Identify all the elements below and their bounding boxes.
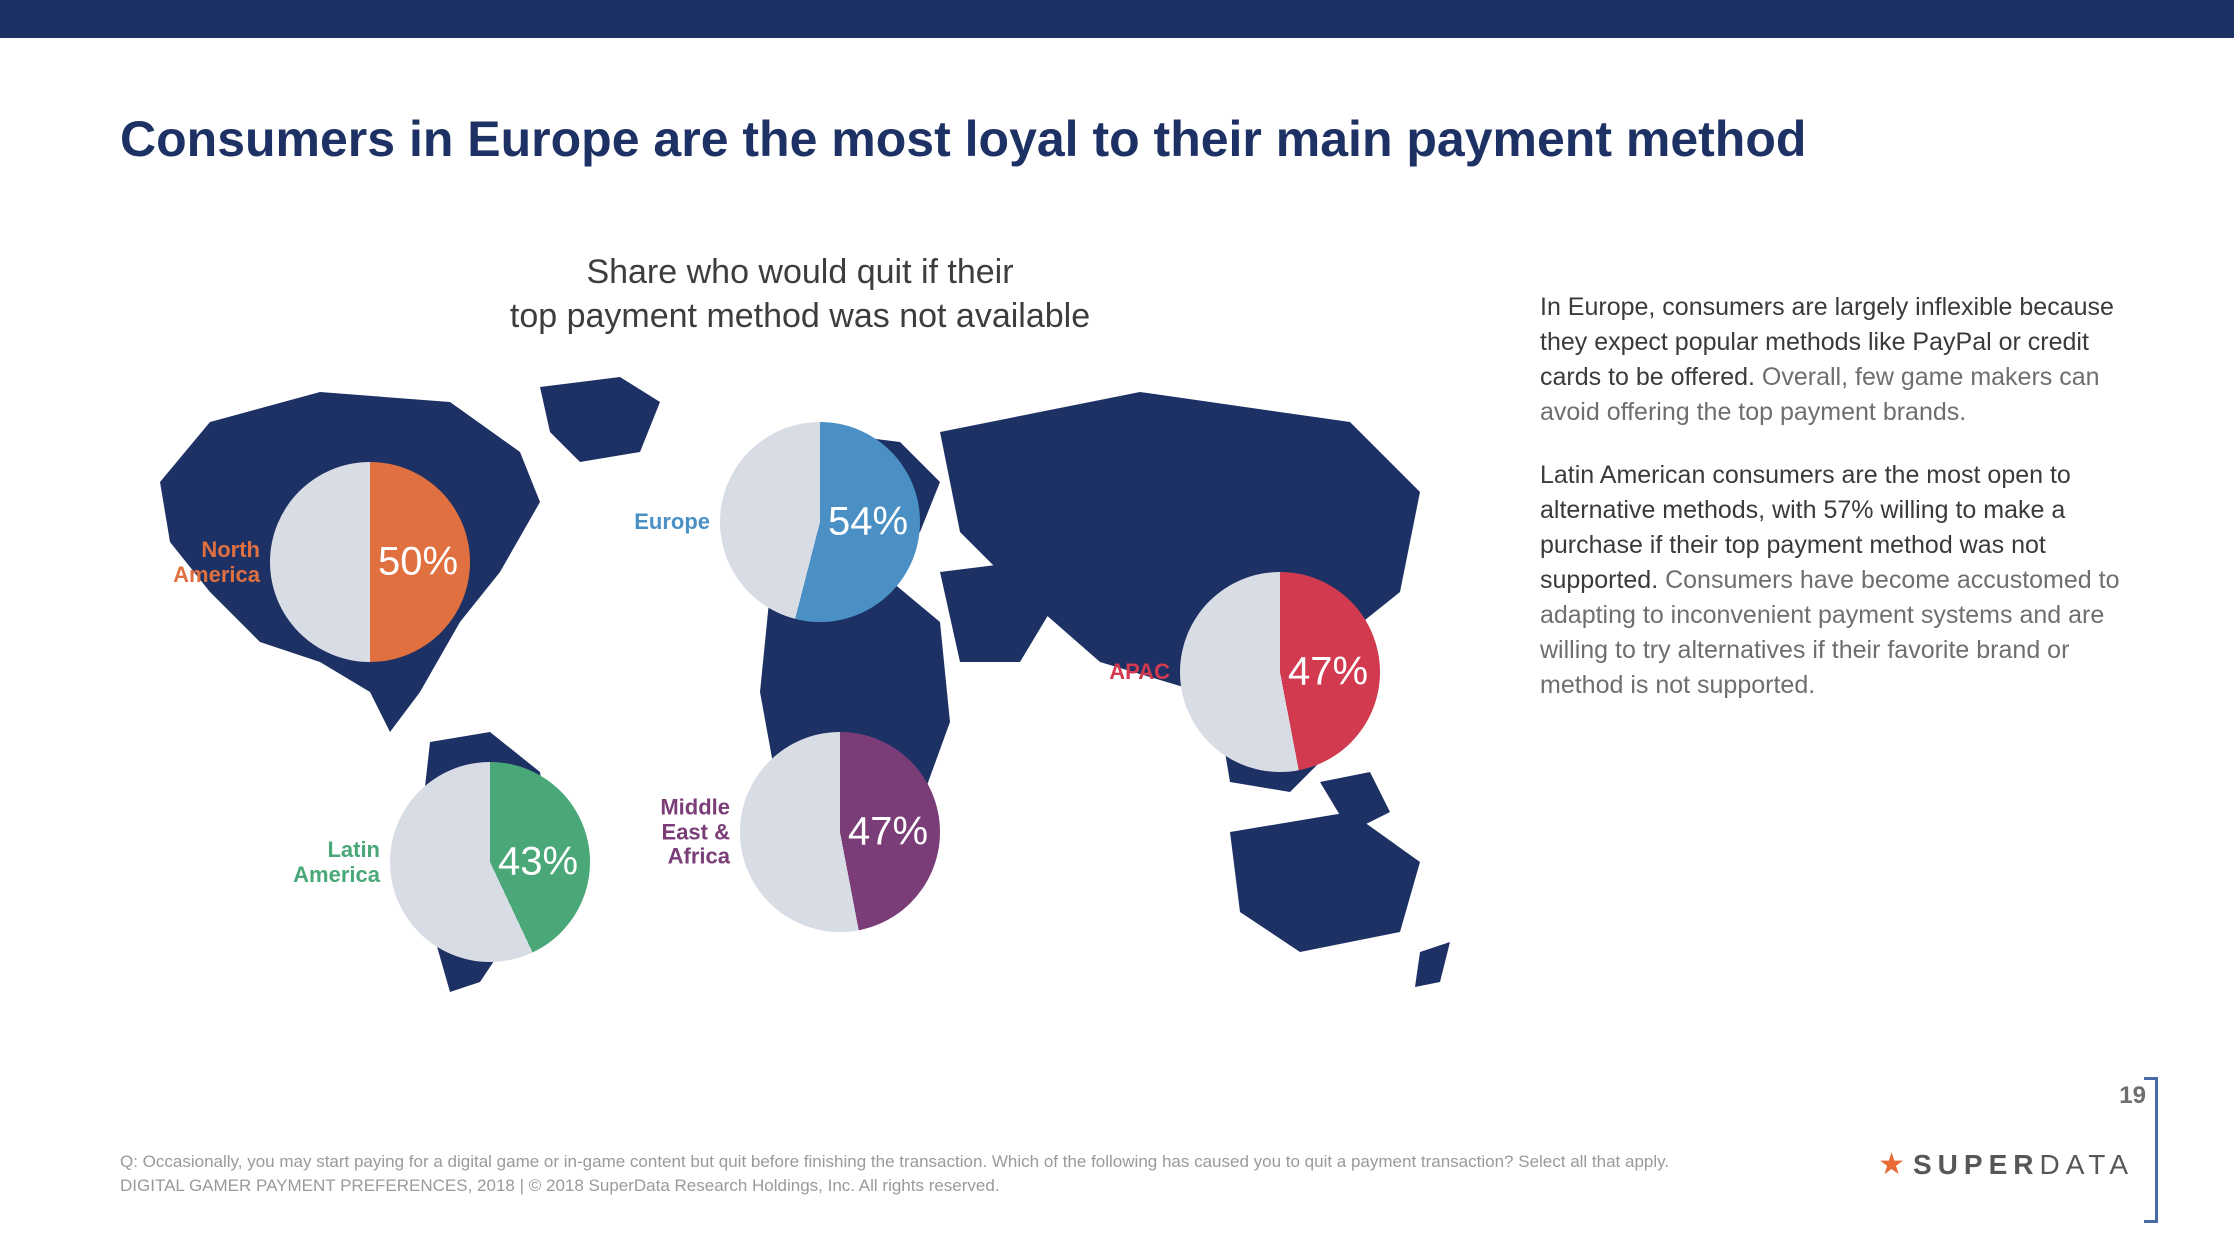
pie-north-america: 50%NorthAmerica xyxy=(270,462,470,662)
world-map: 50%NorthAmerica54%Europe47%APAC43%LatinA… xyxy=(120,362,1480,1012)
pie-mideast-africa: 47%MiddleEast &Africa xyxy=(740,732,940,932)
chart-subtitle-line2: top payment method was not available xyxy=(510,297,1090,335)
footnote: Q: Occasionally, you may start paying fo… xyxy=(120,1150,1720,1198)
pie-label: NorthAmerica xyxy=(120,538,260,586)
page-title: Consumers in Europe are the most loyal t… xyxy=(120,110,1806,168)
top-bar xyxy=(0,0,2234,38)
footnote-line2: DIGITAL GAMER PAYMENT PREFERENCES, 2018 … xyxy=(120,1174,1720,1198)
logo-rest: DATA xyxy=(2039,1149,2134,1180)
body-text: In Europe, consumers are largely inflexi… xyxy=(1540,290,2120,731)
paragraph-1: In Europe, consumers are largely inflexi… xyxy=(1540,290,2120,430)
chart-area: Share who would quit if their top paymen… xyxy=(120,250,1480,1050)
pie-label: MiddleEast &Africa xyxy=(590,796,730,869)
pie-label: LatinAmerica xyxy=(240,838,380,886)
pie-value: 47% xyxy=(1288,650,1368,695)
superdata-logo: ★ SUPERDATA xyxy=(1878,1147,2134,1182)
chart-subtitle: Share who would quit if their top paymen… xyxy=(120,250,1480,338)
page-number: 19 xyxy=(2119,1082,2146,1110)
footnote-line1: Q: Occasionally, you may start paying fo… xyxy=(120,1150,1720,1174)
pie-value: 50% xyxy=(378,540,458,585)
pie-europe: 54%Europe xyxy=(720,422,920,622)
pie-latin-america: 43%LatinAmerica xyxy=(390,762,590,962)
logo-bold: SUPER xyxy=(1913,1149,2039,1180)
pie-label: APAC xyxy=(1030,660,1170,684)
pie-value: 47% xyxy=(848,810,928,855)
pie-value: 43% xyxy=(498,840,578,885)
pie-apac: 47%APAC xyxy=(1180,572,1380,772)
pie-label: Europe xyxy=(570,510,710,534)
pie-value: 54% xyxy=(828,500,908,545)
star-icon: ★ xyxy=(1878,1147,1905,1182)
chart-subtitle-line1: Share who would quit if their xyxy=(586,253,1013,291)
paragraph-2: Latin American consumers are the most op… xyxy=(1540,458,2120,703)
